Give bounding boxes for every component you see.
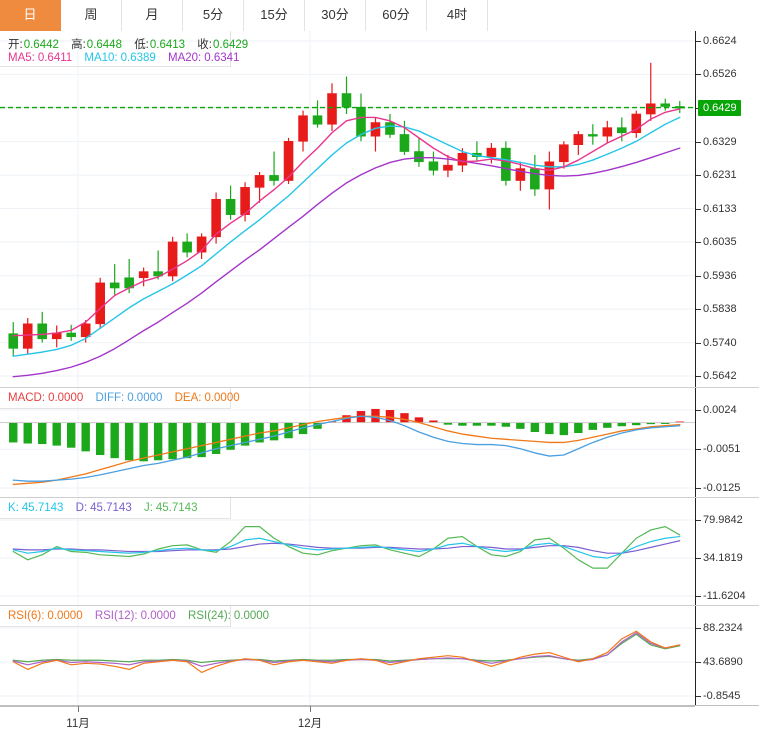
date-axis: 11月 12月 xyxy=(0,706,759,742)
candlestick-svg xyxy=(0,31,695,387)
tab-5[interactable]: 30分 xyxy=(305,0,366,31)
axis-label: 0.6035 xyxy=(703,235,737,248)
date-label: 12月 xyxy=(297,718,323,730)
axis-label: -0.0125 xyxy=(703,482,741,494)
rsi-axis: 88.2324 43.6890 -0.8545 xyxy=(695,606,759,705)
tab-label: 60分 xyxy=(382,7,410,22)
kdj-plot xyxy=(0,498,695,605)
axis-label: -0.8545 xyxy=(703,690,741,702)
axis-tick xyxy=(696,410,701,411)
rsi-plot xyxy=(0,606,695,705)
axis-tick xyxy=(696,596,701,597)
tab-7[interactable]: 4时 xyxy=(427,0,488,31)
tab-label: 5分 xyxy=(202,7,224,22)
tab-label: 30分 xyxy=(321,7,349,22)
tab-0[interactable]: 日 xyxy=(0,0,61,31)
axis-tick xyxy=(696,696,701,697)
date-tick xyxy=(310,706,311,712)
axis-label: 79.9842 xyxy=(703,514,743,526)
axis-tick xyxy=(696,488,701,489)
kdj-axis: 79.9842 34.1819 -11.6204 xyxy=(695,498,759,605)
tab-2[interactable]: 月 xyxy=(122,0,183,31)
tab-6[interactable]: 60分 xyxy=(366,0,427,31)
tab-label: 4时 xyxy=(446,7,468,22)
macd-svg xyxy=(0,388,695,497)
axis-tick xyxy=(696,628,701,629)
axis-label: 0.5936 xyxy=(703,269,737,282)
tab-label: 15分 xyxy=(260,7,288,22)
axis-label: 0.6231 xyxy=(703,169,737,182)
candlestick-plot xyxy=(0,31,695,387)
kdj-svg xyxy=(0,498,695,605)
axis-label: 0.0024 xyxy=(703,404,737,416)
axis-tick xyxy=(696,175,701,177)
axis-label: 0.6329 xyxy=(703,135,737,148)
date-label: 11月 xyxy=(66,718,90,730)
axis-tick xyxy=(696,558,701,559)
axis-label: 43.6890 xyxy=(703,655,743,668)
price-axis: 0.6624 0.6526 0.6429 0.6329 0.6231 0.6133 0.60… xyxy=(695,31,759,387)
tab-4[interactable]: 15分 xyxy=(244,0,305,31)
axis-tick xyxy=(696,376,701,377)
axis-tick xyxy=(696,449,701,451)
kdj-panel: K: 45.7143 D: 45.7143 J: 45.7143 79.9842 34.… xyxy=(0,498,759,606)
macd-plot xyxy=(0,388,695,497)
axis-label: 0.5740 xyxy=(703,336,737,349)
axis-label: 88.2324 xyxy=(703,622,743,634)
candlestick-panel: 开:0.6442 高:0.6448 低:0.6413 收:0.6429 MA5:… xyxy=(0,31,759,388)
axis-tick xyxy=(696,241,701,243)
date-axis-line xyxy=(0,706,695,707)
axis-tick xyxy=(696,309,701,311)
axis-label: 0.6133 xyxy=(703,202,737,215)
axis-tick xyxy=(696,41,701,42)
axis-label: -11.6204 xyxy=(703,590,746,602)
axis-label: 0.5838 xyxy=(703,303,737,316)
axis-label: 34.1819 xyxy=(703,552,743,564)
tabbar-filler xyxy=(488,0,759,31)
rsi-svg xyxy=(0,606,695,705)
axis-tick xyxy=(696,74,701,76)
axis-tick xyxy=(696,342,701,344)
tab-label: 周 xyxy=(84,7,98,22)
axis-tick xyxy=(696,520,701,521)
tab-label: 月 xyxy=(145,7,159,22)
axis-tick xyxy=(696,208,701,210)
rsi-panel: RSI(6): 0.0000 RSI(12): 0.0000 RSI(24): 0.0… xyxy=(0,606,759,706)
price-highlight-label: 0.6429 xyxy=(698,99,741,116)
axis-label: 0.6624 xyxy=(703,35,737,47)
axis-label: 0.6526 xyxy=(703,68,737,81)
tab-label: 日 xyxy=(23,7,37,22)
tab-3[interactable]: 5分 xyxy=(183,0,244,31)
date-tick xyxy=(78,706,79,712)
axis-tick xyxy=(696,275,701,277)
period-tabbar: 日 周 月 5分 15分 30分 60分 4时 xyxy=(0,0,759,31)
macd-axis: 0.0024 -0.0051 -0.0125 xyxy=(695,388,759,497)
macd-panel: MACD: 0.0000 DIFF: 0.0000 DEA: 0.0000 0.002… xyxy=(0,388,759,498)
axis-label: -0.0051 xyxy=(703,443,741,456)
axis-tick xyxy=(696,141,701,143)
axis-tick xyxy=(696,661,701,663)
tab-1[interactable]: 周 xyxy=(61,0,122,31)
axis-label: 0.5642 xyxy=(703,370,737,382)
